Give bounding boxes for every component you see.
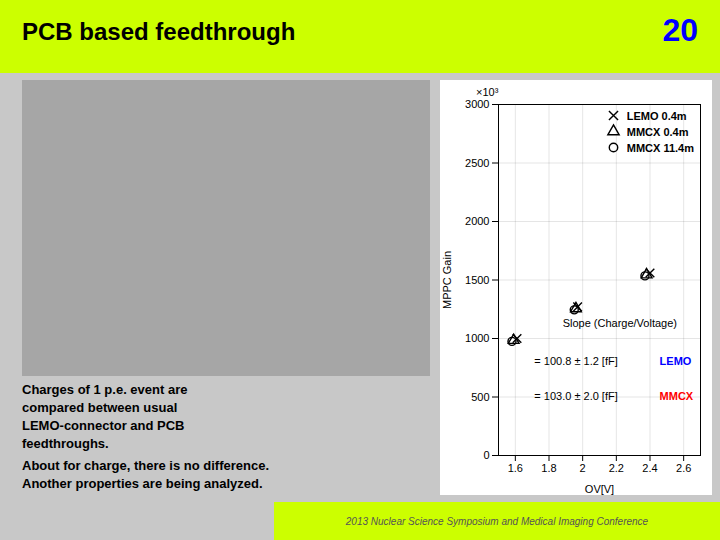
html-text:MMCX 0.4m: MMCX 0.4m xyxy=(626,125,689,138)
svg-text:1.8: 1.8 xyxy=(541,462,556,474)
html-text:compared between usual: compared between usual xyxy=(22,400,178,415)
svg-text:OV[V]: OV[V] xyxy=(585,483,614,495)
html-text:PCB based feedthrough: PCB based feedthrough xyxy=(22,18,296,45)
svg-text:2.4: 2.4 xyxy=(642,462,657,474)
svg-text:2500: 2500 xyxy=(465,157,489,169)
html-text:2013 Nuclear Science Symposium: 2013 Nuclear Science Symposium and Medic… xyxy=(345,515,649,527)
html-text:LEMO-connector and PCB: LEMO-connector and PCB xyxy=(22,418,185,433)
html-text:= 103.0 ± 2.0 [fF]: = 103.0 ± 2.0 [fF] xyxy=(534,390,618,403)
svg-text:2.2: 2.2 xyxy=(609,462,624,474)
svg-text:1.6: 1.6 xyxy=(508,462,523,474)
svg-text:1000: 1000 xyxy=(465,332,489,344)
svg-text:2.6: 2.6 xyxy=(676,462,691,474)
html-text:20: 20 xyxy=(662,12,698,48)
html-text:×10³: ×10³ xyxy=(476,86,499,98)
html-text:MMCX 11.4m: MMCX 11.4m xyxy=(626,141,694,154)
html-text:LEMO 0.4m: LEMO 0.4m xyxy=(626,109,687,122)
html-text:About for charge, there is no: About for charge, there is no difference… xyxy=(22,458,269,473)
html-text:MMCX: MMCX xyxy=(659,390,694,403)
svg-text:MPPC Gain: MPPC Gain xyxy=(441,251,453,309)
svg-text:1500: 1500 xyxy=(465,274,489,286)
svg-text:500: 500 xyxy=(471,391,489,403)
svg-text:0: 0 xyxy=(483,449,489,461)
html-text:Charges of 1 p.e. event are: Charges of 1 p.e. event are xyxy=(22,382,188,397)
html-text:Another properties are being a: Another properties are being analyzed. xyxy=(22,476,263,491)
svg-text:2: 2 xyxy=(580,462,586,474)
html-text:= 100.8 ± 1.2 [fF]: = 100.8 ± 1.2 [fF] xyxy=(534,355,618,368)
html-text:Slope (Charge/Voltage): Slope (Charge/Voltage) xyxy=(562,316,677,329)
html-text:feedthroughs.: feedthroughs. xyxy=(22,436,109,451)
html-text:LEMO: LEMO xyxy=(659,355,692,368)
svg-text:2000: 2000 xyxy=(465,215,489,227)
svg-text:3000: 3000 xyxy=(465,98,489,110)
